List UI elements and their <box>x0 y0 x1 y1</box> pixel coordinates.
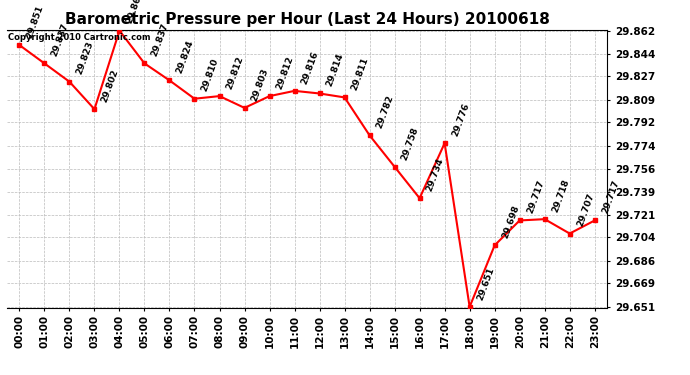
Text: 29.717: 29.717 <box>525 179 546 215</box>
Text: 29.717: 29.717 <box>600 179 621 215</box>
Text: 29.651: 29.651 <box>475 266 495 301</box>
Text: 29.811: 29.811 <box>350 56 371 92</box>
Text: 29.837: 29.837 <box>50 22 70 58</box>
Text: 29.734: 29.734 <box>425 157 446 193</box>
Text: 29.837: 29.837 <box>150 22 170 58</box>
Text: 29.862: 29.862 <box>125 0 146 25</box>
Text: 29.812: 29.812 <box>275 55 295 90</box>
Text: 29.782: 29.782 <box>375 94 395 130</box>
Title: Barometric Pressure per Hour (Last 24 Hours) 20100618: Barometric Pressure per Hour (Last 24 Ho… <box>65 12 549 27</box>
Text: 29.812: 29.812 <box>225 55 246 90</box>
Text: Copyright 2010 Cartronic.com: Copyright 2010 Cartronic.com <box>8 33 150 42</box>
Text: 29.776: 29.776 <box>450 102 471 138</box>
Text: 29.802: 29.802 <box>100 68 120 104</box>
Text: 29.816: 29.816 <box>300 50 320 85</box>
Text: 29.758: 29.758 <box>400 125 420 161</box>
Text: 29.851: 29.851 <box>25 4 46 39</box>
Text: 29.718: 29.718 <box>550 178 571 214</box>
Text: 29.814: 29.814 <box>325 52 346 88</box>
Text: 29.823: 29.823 <box>75 40 95 76</box>
Text: 29.707: 29.707 <box>575 192 595 228</box>
Text: 29.810: 29.810 <box>200 57 220 93</box>
Text: 29.803: 29.803 <box>250 67 270 102</box>
Text: 29.824: 29.824 <box>175 39 195 75</box>
Text: 29.698: 29.698 <box>500 204 520 240</box>
